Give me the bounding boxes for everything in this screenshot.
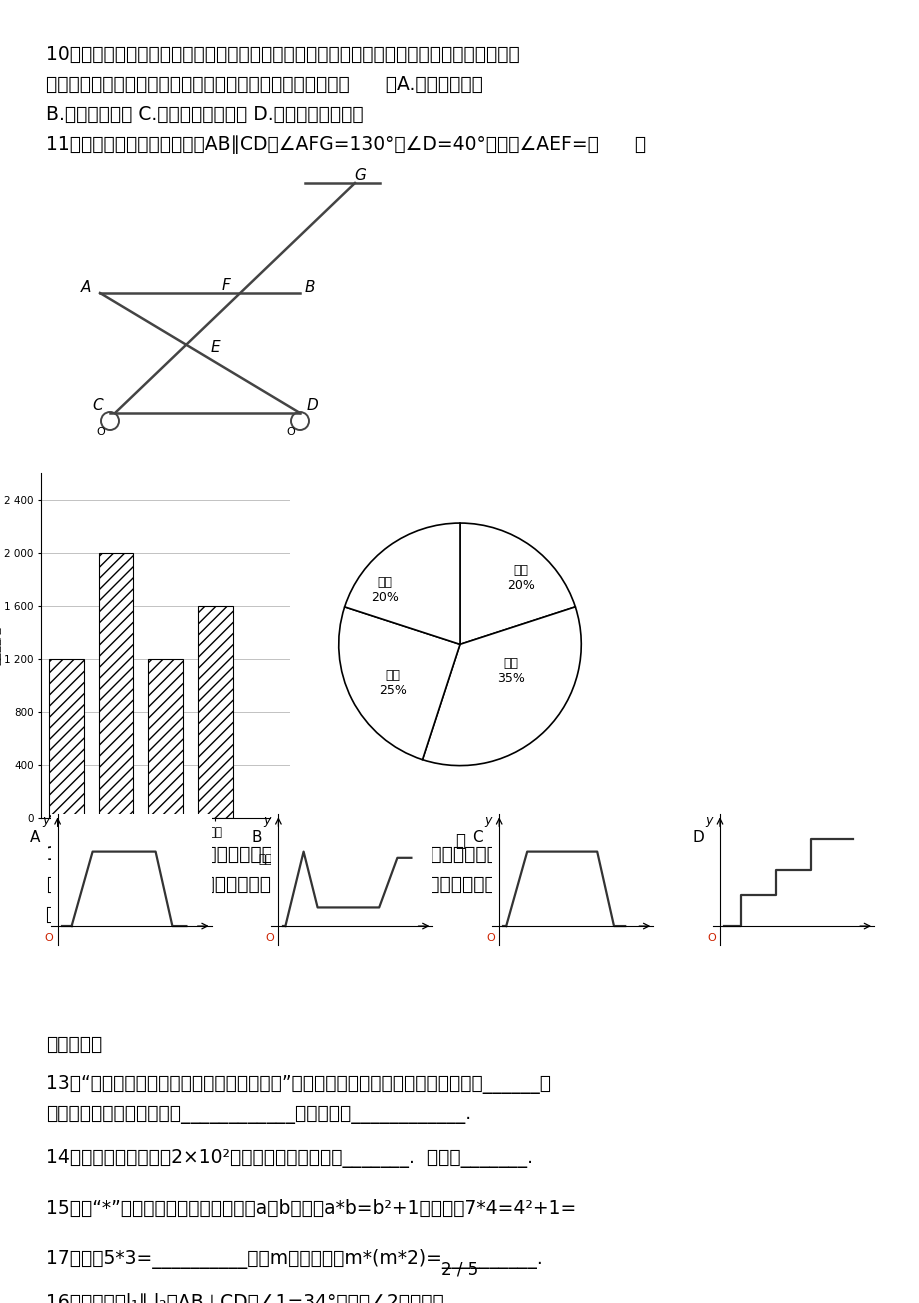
Text: 变化而变化，其中自变量是____________，因变量是____________.: 变化而变化，其中自变量是____________，因变量是___________… [46,1105,471,1124]
Text: 12. 洗衣机在洗洤衣服时，每浆洗一遗都经历了注水、清洗、排水三个连续过程（工作前洗衣: 12. 洗衣机在洗洤衣服时，每浆洗一遗都经历了注水、清洗、排水三个连续过程（工作… [46,846,520,864]
Text: B: B [304,280,315,296]
Text: D: D [692,830,704,846]
Text: 衣着
20%: 衣着 20% [506,564,534,592]
Wedge shape [460,523,574,645]
Text: y: y [483,814,491,827]
Text: 2 / 5: 2 / 5 [441,1260,478,1278]
Text: O: O [96,427,106,437]
Text: O: O [486,933,494,943]
Text: 乙: 乙 [455,833,464,851]
Text: E: E [210,340,220,356]
Bar [98,552,133,818]
Text: y: y [42,814,50,827]
Text: 项目: 项目 [257,852,272,865]
Text: 机内无水）．在这三个过程中，洗衣机内的水量y（升）与浆洗一遗的时间x（分）之间函数关: 机内无水）．在这三个过程中，洗衣机内的水量y（升）与浆洗一遗的时间x（分）之间函… [46,876,517,894]
Text: 15、用“*”定义新运算：对于任意实数a，b，都有a*b=b²+1．例如，7*4=4²+1=: 15、用“*”定义新运算：对于任意实数a，b，都有a*b=b²+1．例如，7*4… [46,1199,575,1218]
Text: 其他
20%: 其他 20% [370,576,398,603]
Text: 13、“早穿皮袋，午穿纱，围着火炉吃西瓜。”这句谚语反映了我国新疆地区一天中，______随: 13、“早穿皮袋，午穿纱，围着火炉吃西瓜。”这句谚语反映了我国新疆地区一天中，_… [46,1075,550,1095]
Wedge shape [422,607,581,766]
Text: 庭教育支出占全年总支出的百分比作出的判断中，正确的是（      ）A.甲户比乙户大: 庭教育支出占全年总支出的百分比作出的判断中，正确的是（ ）A.甲户比乙户大 [46,76,482,94]
Text: y: y [263,814,270,827]
Wedge shape [338,607,460,760]
Text: O: O [45,933,53,943]
Text: D: D [306,399,318,413]
Text: 14、一个正方体的棱长2×10²毫米，则它的表面积是_______.  体积是_______.: 14、一个正方体的棱长2×10²毫米，则它的表面积是_______. 体积是__… [46,1149,532,1167]
Bar [148,659,183,818]
Text: C: C [471,830,482,846]
Text: 16、如图直线l₁∥ l₂，AB⊥CD，∠1=34°，那么∠2的度数是______.: 16、如图直线l₁∥ l₂，AB⊥CD，∠1=34°，那么∠2的度数是_____… [46,1293,506,1303]
Text: O: O [707,933,715,943]
Text: 17，那么5*3=__________；当m为实数时，m*(m*2)=__________.: 17，那么5*3=__________；当m为实数时，m*(m*2)=_____… [46,1250,542,1269]
Text: 教育
25%: 教育 25% [379,670,407,697]
Text: 二、填空题: 二、填空题 [46,1035,102,1054]
Text: O: O [266,933,274,943]
Y-axis label: 全年支出/元: 全年支出/元 [0,627,3,665]
Text: 系的图象大致为（      ）: 系的图象大致为（ ） [46,906,183,924]
Text: A: A [81,280,91,296]
Text: 食品
35%: 食品 35% [496,657,525,685]
Text: 11、如图是一架婴儿车，其中AB∥CD，∠AFG=130°，∠D=40°，那么∠AEF=（      ）: 11、如图是一架婴儿车，其中AB∥CD，∠AFG=130°，∠D=40°，那么∠… [46,136,645,154]
Text: B.乙户比甲户大 C.甲、乙两户一样大 D.无法确定哪一户大: B.乙户比甲户大 C.甲、乙两户一样大 D.无法确定哪一户大 [46,106,363,124]
Text: F: F [221,278,230,292]
Text: O: O [287,427,295,437]
Wedge shape [345,523,460,645]
Text: G: G [354,168,366,182]
Text: 10、如图所示是甲、乙两户居民家庭全年各项支出的统计图．根据统计图，下列对两户居民家: 10、如图所示是甲、乙两户居民家庭全年各项支出的统计图．根据统计图，下列对两户居… [46,46,519,64]
Bar [49,659,84,818]
Text: A: A [30,830,40,846]
Text: y: y [704,814,711,827]
Text: 甲: 甲 [161,876,170,894]
Bar [198,606,233,818]
Text: C: C [93,399,103,413]
Text: B: B [251,830,261,846]
